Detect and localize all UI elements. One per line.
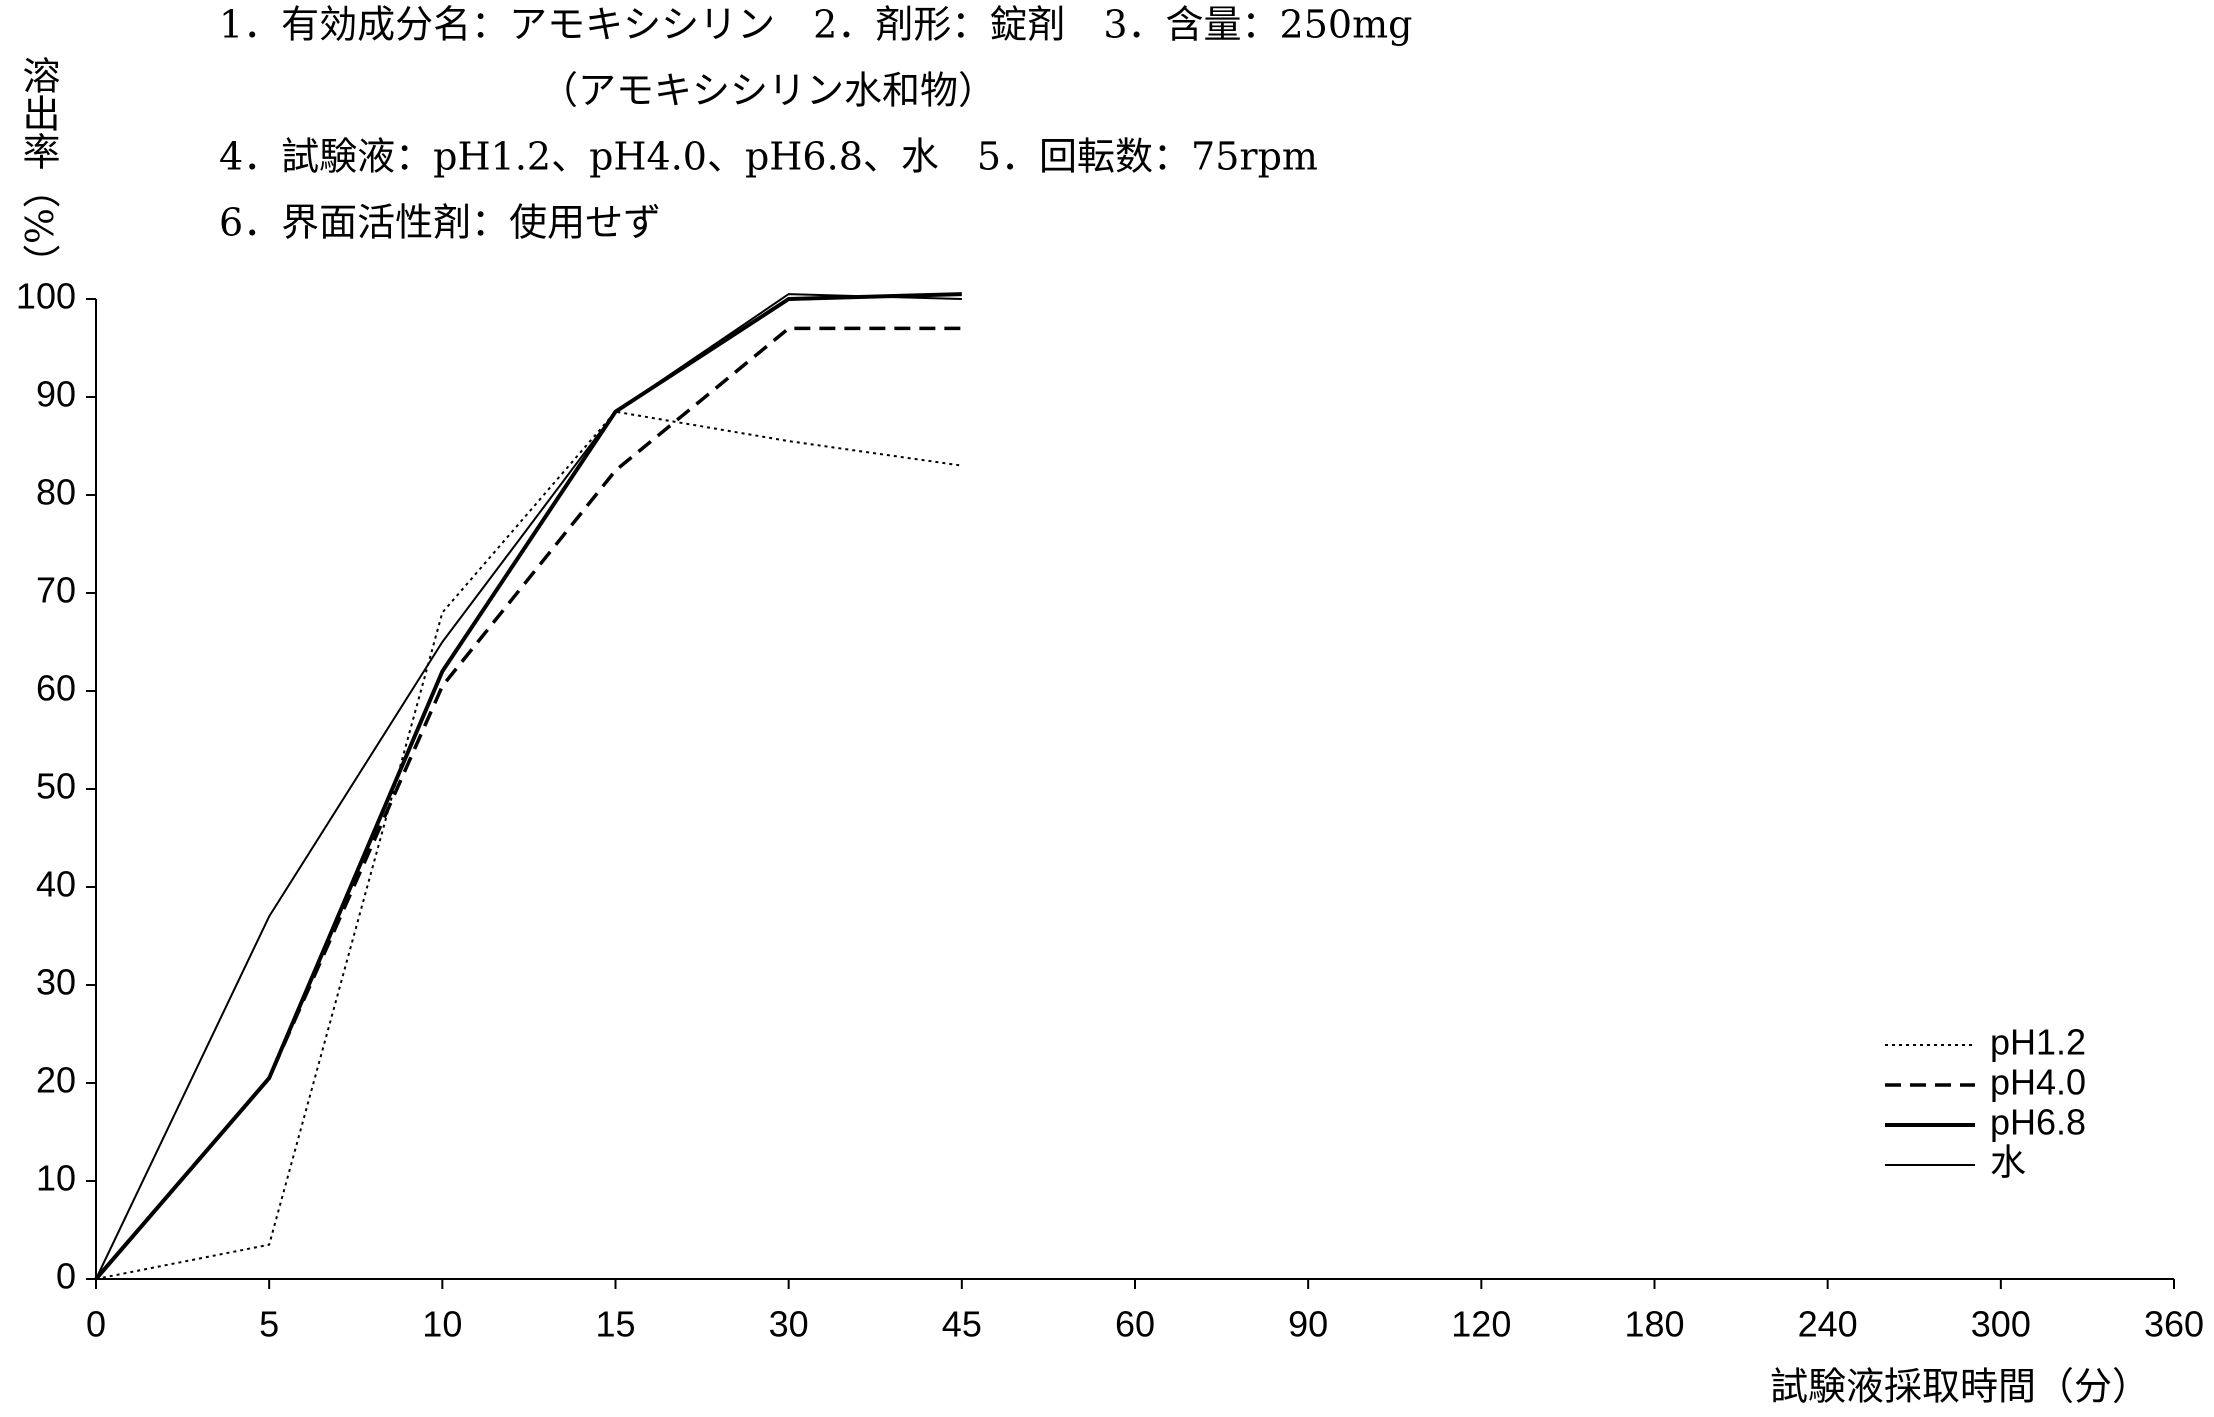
x-tick-label: 300: [1971, 1304, 2031, 1345]
series-line: [94, 326, 962, 1281]
x-tick-label: 360: [2144, 1304, 2204, 1345]
x-axis-label: 試験液採取時間（分）: [1770, 1365, 2150, 1409]
legend-label: 水: [1990, 1142, 2026, 1183]
x-tick-label: 45: [942, 1304, 982, 1345]
y-tick-label: 60: [36, 668, 76, 709]
x-tick-label: 10: [422, 1304, 462, 1345]
x-tick-label: 240: [1798, 1304, 1858, 1345]
legend-label: pH4.0: [1990, 1062, 2086, 1103]
series-line: [95, 410, 962, 1280]
y-tick-label: 10: [36, 1158, 76, 1199]
legend-label: pH1.2: [1990, 1022, 2086, 1063]
x-tick-label: 5: [259, 1304, 279, 1345]
x-tick-label: 180: [1624, 1304, 1684, 1345]
x-tick-label: 30: [769, 1304, 809, 1345]
y-tick-label: 30: [36, 962, 76, 1003]
annotation: 6．界面活性剤：使用せず: [219, 201, 661, 245]
x-tick-label: 120: [1451, 1304, 1511, 1345]
x-tick-label: 60: [1115, 1304, 1155, 1345]
y-tick-label: 80: [36, 472, 76, 513]
y-axis-label: 溶出率（%）: [16, 56, 60, 282]
annotation: 1．有効成分名：アモキシシリン 2．剤形：錠剤 3．含量：250mg: [219, 3, 1412, 47]
y-tick-label: 50: [36, 766, 76, 807]
y-tick-label: 40: [36, 864, 76, 905]
series-line: [95, 293, 962, 1280]
series-line: [94, 292, 962, 1281]
y-tick-label: 0: [56, 1256, 76, 1297]
legend-label: pH6.8: [1990, 1102, 2086, 1143]
x-tick-label: 90: [1288, 1304, 1328, 1345]
x-tick-label: 15: [595, 1304, 635, 1345]
y-tick-label: 100: [16, 276, 76, 317]
y-tick-label: 90: [36, 374, 76, 415]
y-tick-label: 20: [36, 1060, 76, 1101]
x-tick-label: 0: [86, 1304, 106, 1345]
annotation: 4．試験液：pH1.2、pH4.0、pH6.8、水 5．回転数：75rpm: [219, 135, 1318, 179]
annotation: （アモキシシリン水和物）: [540, 69, 996, 113]
y-tick-label: 70: [36, 570, 76, 611]
